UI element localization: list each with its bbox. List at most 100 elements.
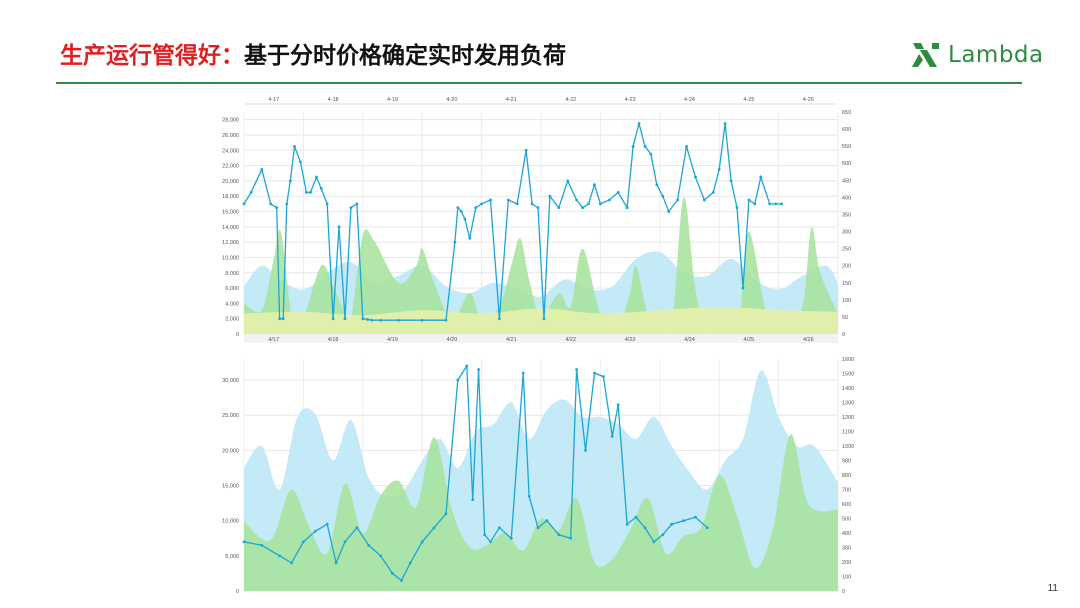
top-y-left-tick-13: 26,000 bbox=[222, 133, 239, 139]
bottom-load-point-36 bbox=[610, 434, 614, 438]
top-y-left-tick-14: 28,000 bbox=[222, 118, 239, 124]
chart-bottom: 0 5,000 10,000 15,000 20,000 25,000 30,000 0 100… bbox=[222, 357, 854, 595]
top-top-axis-label-6: 4-23 bbox=[625, 97, 636, 103]
top-load-point-61 bbox=[676, 198, 680, 202]
bottom-load-point-39 bbox=[634, 515, 638, 519]
top-green-area bbox=[244, 197, 838, 335]
top-load-point-52 bbox=[616, 190, 620, 194]
top-top-axis-label-5: 4-22 bbox=[565, 97, 576, 103]
top-y-right-tick-0: 0 bbox=[842, 332, 845, 338]
top-load-point-23 bbox=[370, 318, 374, 322]
bottom-load-point-1 bbox=[260, 543, 264, 547]
top-load-point-15 bbox=[325, 202, 329, 206]
top-load-point-30 bbox=[460, 210, 463, 213]
top-y-right-tick-13: 650 bbox=[842, 110, 851, 116]
top-load-point-16 bbox=[331, 317, 335, 321]
bottom-load-point-40 bbox=[643, 526, 647, 530]
bottom-y-right-tick-16: 1600 bbox=[842, 357, 854, 363]
bottom-load-point-17 bbox=[444, 512, 448, 516]
top-y-right-tick-8: 400 bbox=[842, 195, 851, 201]
top-load-point-2 bbox=[260, 168, 264, 171]
top-y-left-tick-11: 22,000 bbox=[222, 164, 239, 170]
bottom-load-point-6 bbox=[325, 522, 329, 526]
top-load-point-36 bbox=[498, 317, 501, 321]
bottom-load-point-22 bbox=[483, 533, 486, 537]
top-x-tick-9: 4/26 bbox=[803, 337, 814, 343]
bottom-load-point-32 bbox=[575, 368, 579, 371]
bottom-y-right-tick-1: 100 bbox=[842, 575, 851, 581]
bottom-y-right-tick-2: 200 bbox=[842, 560, 851, 566]
bottom-load-point-29 bbox=[545, 519, 549, 523]
bottom-load-point-23 bbox=[489, 540, 492, 544]
top-top-axis-label-7: 4-24 bbox=[684, 97, 695, 103]
bottom-y-right-tick-15: 1500 bbox=[842, 372, 854, 378]
bottom-y-right-tick-3: 300 bbox=[842, 546, 851, 552]
top-top-axis-label-9: 4-26 bbox=[803, 97, 814, 103]
top-load-point-33 bbox=[474, 206, 478, 210]
bottom-load-point-41 bbox=[652, 540, 656, 544]
top-load-point-51 bbox=[607, 198, 611, 202]
top-y-left-tick-12: 24,000 bbox=[222, 148, 239, 154]
top-load-point-31 bbox=[463, 217, 467, 221]
top-load-point-11 bbox=[304, 190, 308, 194]
top-x-tick-5: 4/22 bbox=[565, 337, 576, 343]
top-load-point-64 bbox=[702, 198, 706, 202]
top-load-point-18 bbox=[343, 317, 347, 321]
top-load-point-7 bbox=[285, 202, 289, 206]
top-load-point-74 bbox=[768, 202, 772, 206]
bottom-load-point-42 bbox=[661, 533, 665, 537]
top-load-point-63 bbox=[694, 175, 697, 179]
top-top-axis-label-1: 4-18 bbox=[328, 97, 339, 103]
bottom-y-right-tick-0: 0 bbox=[842, 589, 845, 595]
bottom-green-area bbox=[244, 434, 838, 591]
top-load-point-3 bbox=[269, 202, 273, 206]
top-y-right-tick-10: 500 bbox=[842, 161, 851, 167]
lambda-logo-icon bbox=[912, 43, 939, 67]
top-x-tick-0: 4/17 bbox=[268, 337, 279, 343]
top-load-point-0 bbox=[242, 202, 246, 206]
top-load-point-65 bbox=[711, 190, 715, 194]
bottom-load-point-44 bbox=[682, 519, 685, 523]
bottom-load-point-15 bbox=[420, 540, 424, 544]
top-yellow-area bbox=[244, 306, 838, 334]
top-load-point-1 bbox=[249, 190, 253, 194]
top-y-right-tick-6: 300 bbox=[842, 230, 851, 236]
top-x-tick-3: 4/20 bbox=[447, 337, 458, 343]
top-load-point-9 bbox=[293, 145, 296, 148]
bottom-y-right-tick-9: 900 bbox=[842, 459, 851, 465]
top-top-axis-label-4: 4-21 bbox=[506, 97, 517, 103]
top-top-axis-label-2: 4-19 bbox=[387, 97, 398, 103]
top-load-point-46 bbox=[575, 198, 579, 202]
top-load-point-54 bbox=[631, 145, 635, 148]
top-load-point-57 bbox=[649, 152, 653, 156]
top-load-point-19 bbox=[349, 206, 353, 210]
bottom-load-point-24 bbox=[498, 526, 501, 530]
top-x-tick-2: 4/19 bbox=[387, 337, 398, 343]
top-x-tick-1: 4/18 bbox=[328, 337, 339, 343]
bottom-load-point-25 bbox=[509, 536, 513, 540]
bottom-load-point-38 bbox=[625, 522, 629, 526]
bottom-load-point-43 bbox=[670, 522, 674, 526]
top-load-point-73 bbox=[759, 175, 763, 179]
top-y-right-tick-11: 550 bbox=[842, 144, 851, 150]
top-x-axis-band bbox=[244, 335, 838, 343]
top-load-point-44 bbox=[557, 206, 561, 210]
bottom-load-point-8 bbox=[343, 540, 347, 544]
top-load-point-24 bbox=[379, 318, 383, 322]
top-load-point-43 bbox=[548, 194, 552, 198]
top-load-point-41 bbox=[536, 206, 540, 210]
top-load-point-42 bbox=[542, 317, 546, 321]
top-load-point-38 bbox=[515, 202, 519, 206]
top-load-point-27 bbox=[444, 318, 448, 322]
bottom-load-point-13 bbox=[400, 579, 403, 582]
bottom-load-point-37 bbox=[616, 403, 620, 407]
bottom-load-point-30 bbox=[557, 533, 561, 537]
bottom-load-point-3 bbox=[290, 561, 293, 565]
top-load-point-40 bbox=[530, 202, 534, 206]
top-load-point-75 bbox=[774, 202, 778, 206]
bottom-load-point-33 bbox=[584, 448, 587, 452]
bottom-load-point-35 bbox=[601, 375, 605, 378]
top-y-left-tick-10: 20,000 bbox=[222, 179, 239, 185]
brand-name: Lambda bbox=[948, 42, 1044, 68]
top-load-point-20 bbox=[355, 202, 359, 206]
